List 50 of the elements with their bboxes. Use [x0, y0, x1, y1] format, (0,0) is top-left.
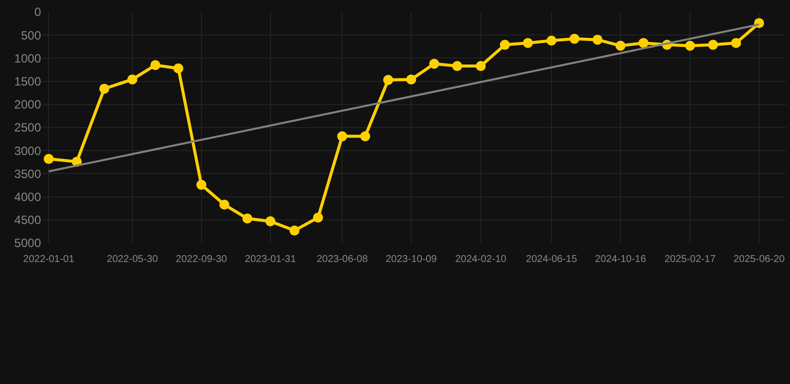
- point: [685, 40, 696, 51]
- point: [615, 40, 626, 51]
- y-tick-label: 5000: [14, 236, 42, 250]
- point: [452, 61, 462, 72]
- point: [429, 58, 440, 69]
- x-tick-label: 2022-05-30: [106, 254, 158, 265]
- point: [242, 214, 252, 224]
- point: [383, 74, 394, 85]
- y-tick-label: 3000: [14, 144, 42, 158]
- y-tick-label: 3500: [14, 166, 42, 181]
- y-tick-label: 4000: [14, 190, 42, 204]
- point: [265, 216, 276, 226]
- point: [546, 36, 556, 46]
- x-tick-label: 2025-02-17: [664, 254, 716, 265]
- point: [708, 40, 718, 50]
- y-tick-label: 2500: [14, 120, 42, 135]
- y-tick-label: 2000: [14, 98, 42, 112]
- point: [99, 84, 110, 94]
- point: [313, 212, 324, 223]
- x-tick-label: 2022-09-30: [176, 254, 228, 265]
- point: [476, 61, 486, 72]
- point: [406, 74, 416, 84]
- point: [150, 60, 160, 70]
- x-tick-label: 2023-01-31: [244, 254, 296, 265]
- point: [500, 40, 510, 50]
- y-tick-label: 1500: [14, 74, 42, 88]
- x-tick-label: 2024-06-15: [526, 254, 578, 265]
- x-tick-label: 2024-10-16: [594, 254, 646, 265]
- point: [289, 226, 300, 236]
- point: [569, 34, 580, 44]
- point: [127, 74, 138, 84]
- x-tick-label: 2022-01-01: [23, 254, 75, 265]
- point: [173, 63, 184, 74]
- x-tick-label: 2023-10-09: [386, 254, 438, 265]
- point: [360, 131, 370, 142]
- point: [196, 180, 206, 190]
- point: [44, 154, 54, 164]
- point: [638, 38, 648, 48]
- point: [731, 38, 742, 48]
- point: [522, 38, 533, 48]
- x-tick-label: 2025-06-20: [733, 254, 786, 265]
- x-tick-label: 2024-02-10: [455, 254, 507, 265]
- y-tick-label: 1000: [14, 51, 42, 66]
- point: [337, 131, 348, 142]
- point: [219, 200, 230, 210]
- y-tick-label: 500: [20, 28, 42, 42]
- y-tick-label: 4500: [14, 213, 42, 228]
- x-tick-label: 2023-06-08: [316, 254, 368, 265]
- point: [592, 34, 602, 45]
- y-tick-label: 0: [34, 5, 42, 20]
